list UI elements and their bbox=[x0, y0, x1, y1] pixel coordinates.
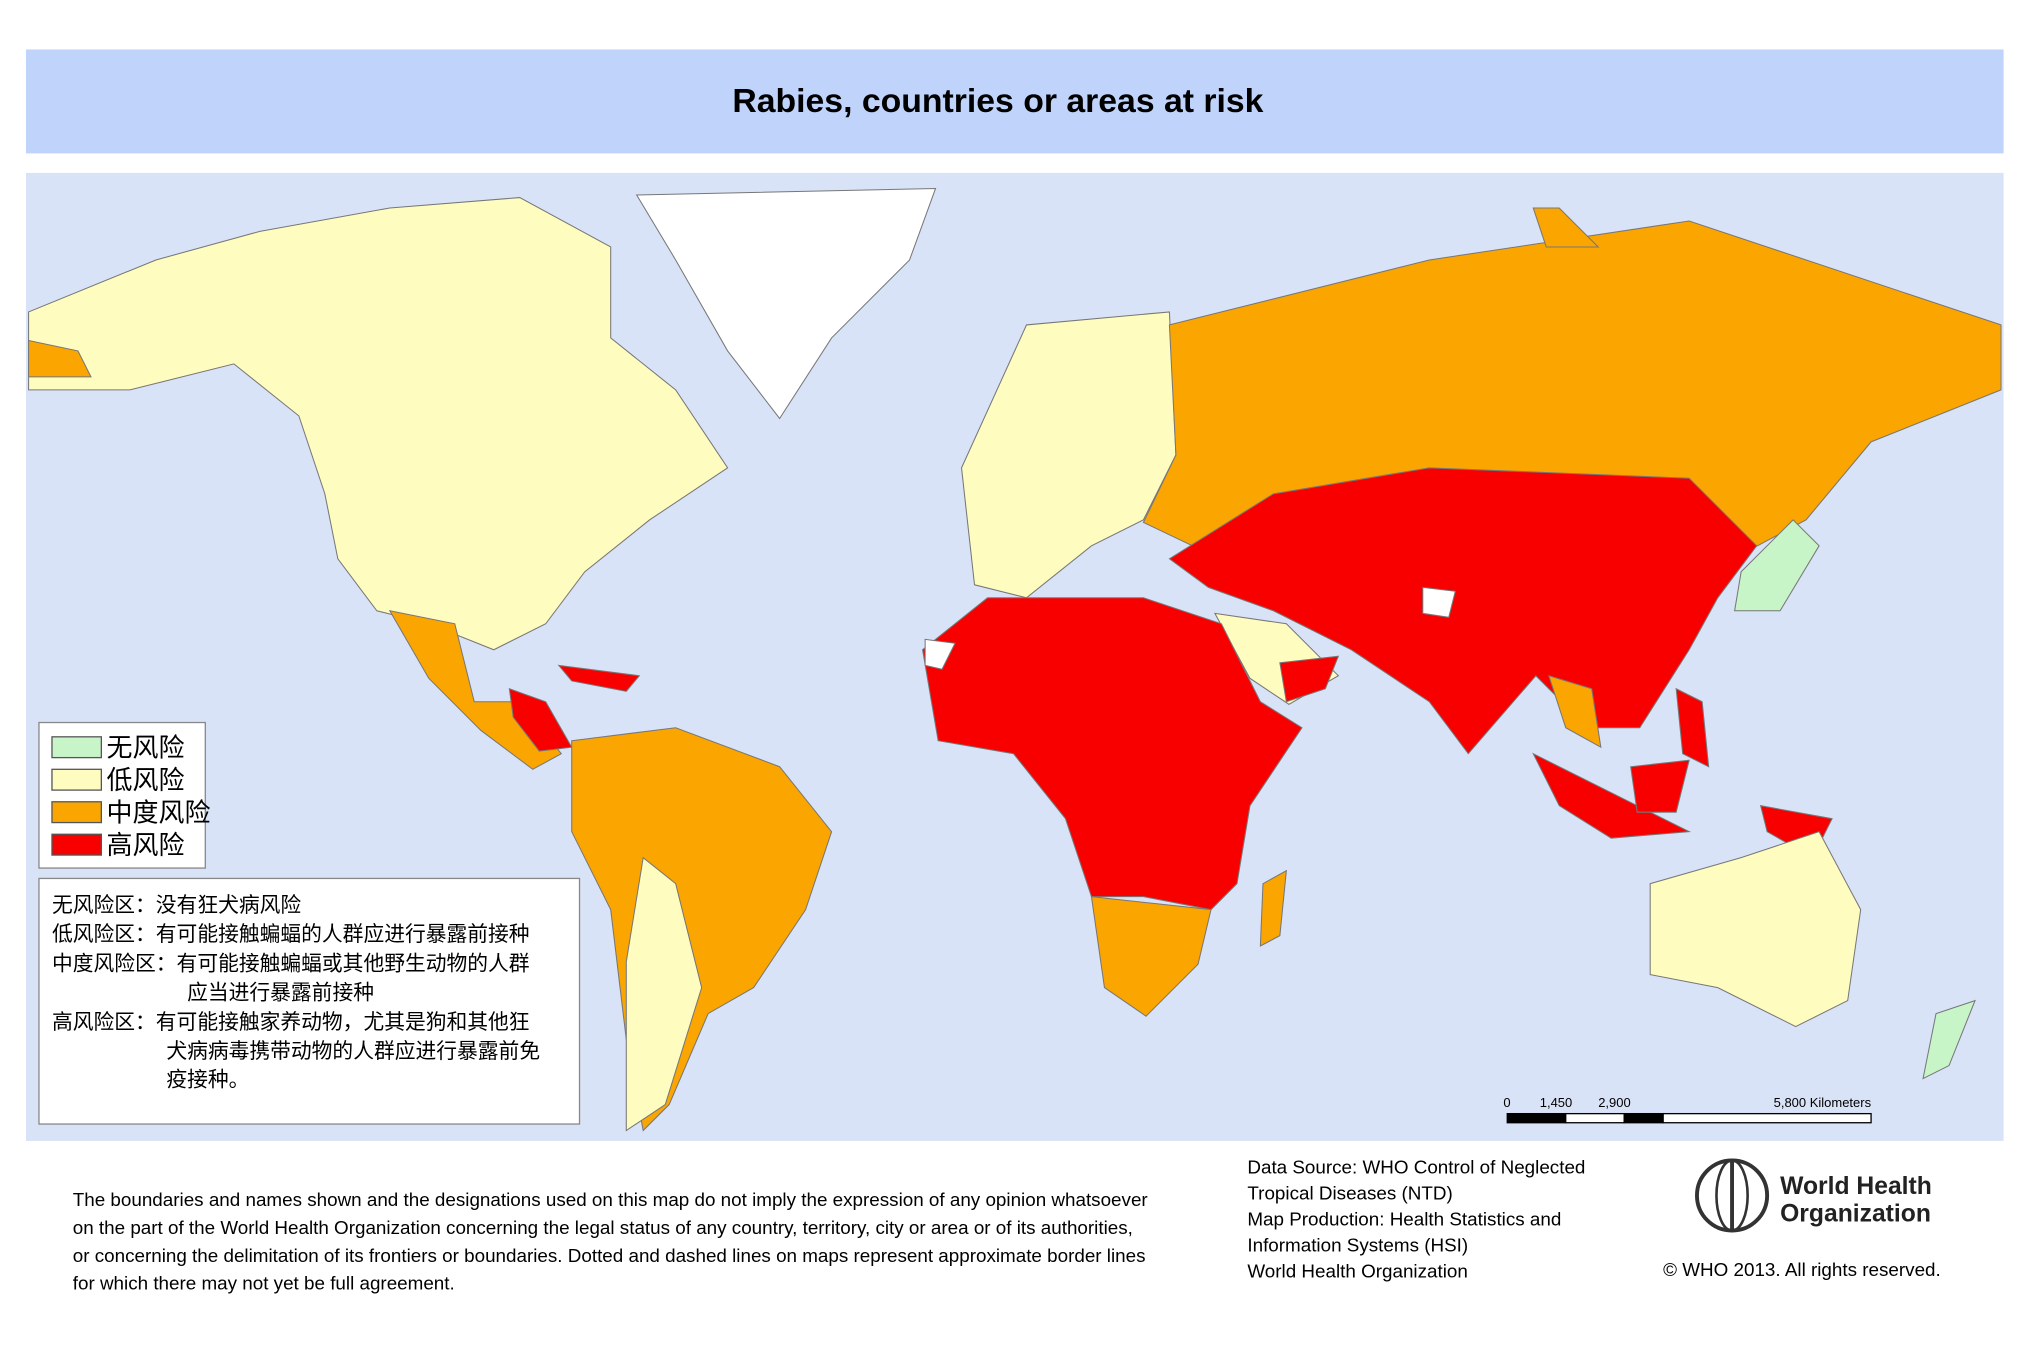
source-line: World Health Organization bbox=[1247, 1260, 1467, 1281]
country-area bbox=[1422, 586, 1456, 618]
scale-bar-label: 5,800 Kilometers bbox=[1774, 1095, 1872, 1110]
country-area bbox=[28, 197, 729, 651]
note-line: 应当进行暴露前接种 bbox=[187, 981, 374, 1004]
legend-label: 中度风险 bbox=[107, 798, 211, 827]
source-line: Data Source: WHO Control of Neglected bbox=[1247, 1156, 1585, 1177]
country-area bbox=[960, 311, 1177, 599]
legend-label: 低风险 bbox=[107, 766, 185, 795]
land bbox=[28, 187, 2002, 1132]
country-area bbox=[1532, 207, 1600, 248]
country-area bbox=[924, 638, 956, 670]
note-line: 中度风险区：有可能接触蝙蝠或其他野生动物的人群 bbox=[52, 953, 530, 976]
legend-swatch bbox=[51, 768, 102, 791]
source-line: Map Production: Health Statistics and bbox=[1247, 1208, 1561, 1229]
country-area bbox=[625, 856, 703, 1132]
country-area bbox=[1090, 896, 1212, 1017]
scale-bar-label: 1,450 bbox=[1540, 1095, 1573, 1110]
note-line: 无风险区：没有狂犬病风险 bbox=[52, 894, 301, 917]
country-area bbox=[1548, 674, 1602, 749]
legend-swatch bbox=[51, 801, 102, 824]
country-area bbox=[1922, 999, 1976, 1080]
source-line: Tropical Diseases (NTD) bbox=[1247, 1182, 1452, 1203]
legend-label: 高风险 bbox=[107, 831, 185, 860]
scale-bar-label: 2,900 bbox=[1598, 1095, 1631, 1110]
legend-swatch bbox=[51, 833, 102, 856]
note-line: 疫接种。 bbox=[166, 1068, 249, 1091]
country-area bbox=[557, 664, 641, 692]
country-area bbox=[1168, 467, 1758, 755]
title-band bbox=[25, 49, 2004, 154]
notes-box bbox=[38, 877, 581, 1125]
scale-bar-label: 0 bbox=[1503, 1095, 1510, 1110]
legend-label: 无风险 bbox=[107, 733, 185, 762]
title: Rabies, countries or areas at risk bbox=[732, 82, 1263, 120]
country-area bbox=[1649, 831, 1862, 1028]
scale-bar-segment bbox=[1623, 1112, 1664, 1124]
scale-bar-segment bbox=[1662, 1112, 1872, 1124]
note-line: 高风险区：有可能接触家养动物，尤其是狗和其他狂 bbox=[52, 1011, 530, 1034]
logo-text: World Health bbox=[1780, 1173, 1932, 1200]
country-area bbox=[1279, 655, 1340, 703]
scale-bar-segment bbox=[1506, 1112, 1567, 1124]
country-area bbox=[1259, 869, 1287, 947]
disclaimer-line: or concerning the delimitation of its fr… bbox=[73, 1245, 1146, 1266]
scale-bar-segment bbox=[1565, 1112, 1625, 1124]
country-area bbox=[635, 187, 937, 420]
country-area bbox=[388, 610, 563, 770]
legend-swatch bbox=[51, 736, 102, 759]
country-area bbox=[921, 597, 1303, 911]
copyright: © WHO 2013. All rights reserved. bbox=[1663, 1259, 1941, 1280]
logo-text: Organization bbox=[1780, 1200, 1931, 1227]
country-area bbox=[1532, 752, 1692, 839]
country-area bbox=[28, 339, 92, 378]
disclaimer-line: The boundaries and names shown and the d… bbox=[73, 1189, 1148, 1210]
note-line: 低风险区：有可能接触蝙蝠的人群应进行暴露前接种 bbox=[52, 923, 530, 946]
country-area bbox=[1734, 519, 1820, 612]
country-area bbox=[508, 687, 573, 752]
country-area bbox=[1630, 759, 1690, 813]
source-line: Information Systems (HSI) bbox=[1247, 1234, 1468, 1255]
country-area bbox=[1675, 687, 1710, 768]
disclaimer-line: for which there may not yet be full agre… bbox=[73, 1273, 455, 1294]
disclaimer-line: on the part of the World Health Organiza… bbox=[73, 1217, 1133, 1238]
note-line: 犬病病毒携带动物的人群应进行暴露前免 bbox=[166, 1040, 540, 1063]
